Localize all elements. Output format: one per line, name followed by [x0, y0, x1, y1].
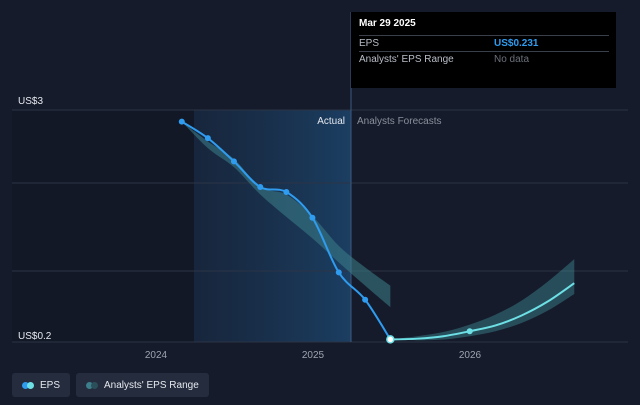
legend-label: Analysts' EPS Range	[104, 379, 199, 391]
chart-legend: EPS Analysts' EPS Range	[12, 373, 209, 397]
x-tick-label: 2025	[302, 350, 325, 361]
eps-point	[178, 118, 185, 125]
tooltip-value: US$0.231	[494, 38, 539, 49]
actual-region	[194, 110, 351, 342]
range-swatch-icon	[86, 381, 99, 389]
eps-point	[309, 214, 316, 221]
eps-point	[204, 135, 211, 142]
x-tick-label: 2026	[459, 350, 482, 361]
eps-point	[335, 269, 342, 276]
eps-point	[257, 184, 264, 191]
eps-forecast-point	[466, 328, 473, 335]
forecast-section-label: Analysts Forecasts	[357, 116, 441, 127]
eps-forecast-line	[390, 282, 575, 341]
tooltip-date: Mar 29 2025	[359, 18, 416, 29]
tooltip-value: No data	[494, 54, 530, 65]
legend-label: EPS	[40, 379, 61, 391]
eps-point	[283, 189, 290, 196]
actual-section-label: Actual	[317, 116, 345, 127]
eps-range-band	[181, 121, 391, 308]
eps-swatch-icon	[22, 381, 34, 389]
legend-item-eps-range[interactable]: Analysts' EPS Range	[76, 373, 209, 397]
x-tick-label: 2024	[145, 350, 168, 361]
y-axis-top-label: US$3	[18, 96, 43, 107]
y-axis-bottom-label: US$0.2	[18, 331, 52, 342]
eps-range-band	[390, 259, 575, 341]
tooltip-label: Analysts' EPS Range	[359, 54, 454, 65]
past-shade	[12, 110, 194, 342]
legend-item-eps[interactable]: EPS	[12, 373, 71, 397]
tooltip-row-eps: EPS US$0.231	[359, 35, 609, 51]
eps-point	[362, 296, 369, 303]
hover-tooltip: Mar 29 2025 EPS US$0.231 Analysts' EPS R…	[351, 12, 616, 88]
eps-point	[230, 158, 237, 165]
tooltip-label: EPS	[359, 38, 380, 49]
eps-current-point	[386, 335, 395, 344]
tooltip-row-range: Analysts' EPS Range No data	[359, 51, 609, 67]
